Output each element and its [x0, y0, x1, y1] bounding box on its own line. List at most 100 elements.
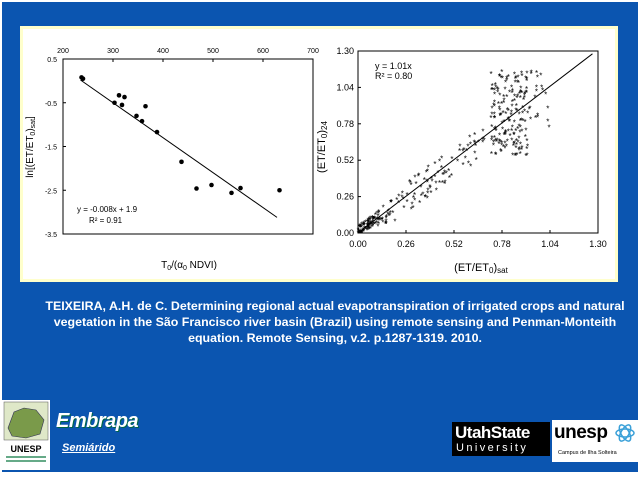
right-data-point: * [506, 138, 509, 147]
right-data-point: * [360, 229, 363, 238]
right-data-point: * [493, 110, 496, 119]
right-data-point: * [440, 154, 443, 163]
right-data-point: * [426, 189, 429, 198]
left-data-point [209, 182, 214, 188]
right-data-point: * [528, 105, 531, 114]
right-data-point: * [360, 229, 363, 238]
right-data-point: * [503, 118, 506, 127]
right-data-point: * [362, 219, 365, 228]
right-data-point: * [388, 211, 391, 220]
right-data-point: * [438, 179, 441, 188]
right-data-point: * [360, 221, 363, 230]
right-data-point: * [499, 147, 502, 156]
right-data-point: * [376, 215, 379, 224]
left-data-point [277, 187, 282, 193]
right-ytick-label: 1.30 [336, 46, 354, 56]
left-chart: 200 300 400 500 600 700 0.5 -0.5 -1.5 -2.5 -3.5 y… [25, 48, 319, 272]
right-data-point: * [413, 196, 416, 205]
right-data-point: * [529, 116, 532, 125]
right-xlabel: (ET/ET0)sat [454, 262, 508, 275]
right-data-point: * [498, 72, 501, 81]
semiarido-label: Semiárido [62, 442, 116, 454]
right-data-point: * [490, 150, 493, 159]
right-data-point: * [511, 102, 514, 111]
right-data-point: * [518, 123, 521, 132]
right-data-point: * [431, 177, 434, 186]
right-data-point: * [458, 142, 461, 151]
right-data-point: * [368, 215, 371, 224]
right-data-point: * [377, 220, 380, 229]
right-data-point: * [514, 74, 517, 83]
right-data-point: * [520, 72, 523, 81]
right-data-point: * [526, 142, 529, 151]
right-trendline [357, 53, 593, 234]
right-data-point: * [371, 223, 374, 232]
right-data-point: * [371, 222, 374, 231]
right-data-point: * [367, 216, 370, 225]
right-data-point: * [419, 183, 422, 192]
right-data-point: * [504, 128, 507, 137]
right-data-point: * [502, 143, 505, 152]
left-data-point [122, 94, 127, 100]
right-data-point: * [491, 82, 494, 91]
right-data-point: * [382, 203, 385, 212]
right-data-point: * [498, 137, 501, 146]
right-data-point: * [423, 176, 426, 185]
right-data-point: * [469, 162, 472, 171]
right-ytick-label: 0.26 [336, 192, 354, 202]
university-wordmark: University [456, 442, 529, 454]
right-data-point: * [514, 144, 517, 153]
right-data-point: * [417, 171, 420, 180]
right-data-point: * [490, 110, 493, 119]
right-data-point: * [519, 117, 522, 126]
utah-state-logo: UtahState University [452, 422, 550, 456]
right-data-point: * [506, 106, 509, 115]
right-data-point: * [361, 228, 364, 237]
right-data-point: * [369, 220, 372, 229]
right-data-point: * [467, 159, 470, 168]
right-r2: R² = 0.80 [375, 71, 412, 81]
right-data-point: * [359, 223, 362, 232]
right-data-point: * [441, 179, 444, 188]
right-data-point: * [435, 186, 438, 195]
right-data-point: * [428, 183, 431, 192]
right-data-point: * [438, 157, 441, 166]
right-data-point: * [525, 145, 528, 154]
right-data-point: * [393, 218, 396, 227]
right-data-point: * [530, 69, 533, 78]
right-data-point: * [515, 94, 518, 103]
right-data-point: * [368, 221, 371, 230]
right-data-point: * [504, 131, 507, 140]
left-ytick-label: -2.5 [45, 188, 57, 195]
right-data-point: * [410, 201, 413, 210]
right-data-point: * [498, 104, 501, 113]
right-data-point: * [525, 75, 528, 84]
left-xtick-label: 400 [157, 48, 169, 55]
right-data-point: * [389, 209, 392, 218]
right-data-point: * [498, 91, 501, 100]
right-data-point: * [362, 227, 365, 236]
right-data-point: * [465, 147, 468, 156]
right-data-point: * [514, 106, 517, 115]
right-data-point: * [369, 214, 372, 223]
right-data-point: * [365, 227, 368, 236]
right-data-point: * [360, 223, 363, 232]
right-data-point: * [360, 229, 363, 238]
right-data-point: * [359, 229, 362, 238]
right-data-point: * [518, 111, 521, 120]
right-data-point: * [357, 229, 360, 238]
right-data-point: * [474, 142, 477, 151]
right-data-point: * [501, 109, 504, 118]
right-data-point: * [502, 93, 505, 102]
right-data-point: * [366, 225, 369, 234]
right-xtick-label: 1.04 [541, 239, 559, 249]
right-data-point: * [525, 89, 528, 98]
right-equation: y = 1.01x [375, 61, 412, 71]
right-data-point: * [525, 69, 528, 78]
right-data-point: * [483, 136, 486, 145]
right-data-point: * [362, 226, 365, 235]
right-ytick-label: 0.52 [336, 155, 354, 165]
citation-text: TEIXEIRA, A.H. de C. Determining regiona… [45, 299, 625, 345]
right-data-point: * [418, 199, 421, 208]
right-data-point: * [510, 137, 513, 146]
